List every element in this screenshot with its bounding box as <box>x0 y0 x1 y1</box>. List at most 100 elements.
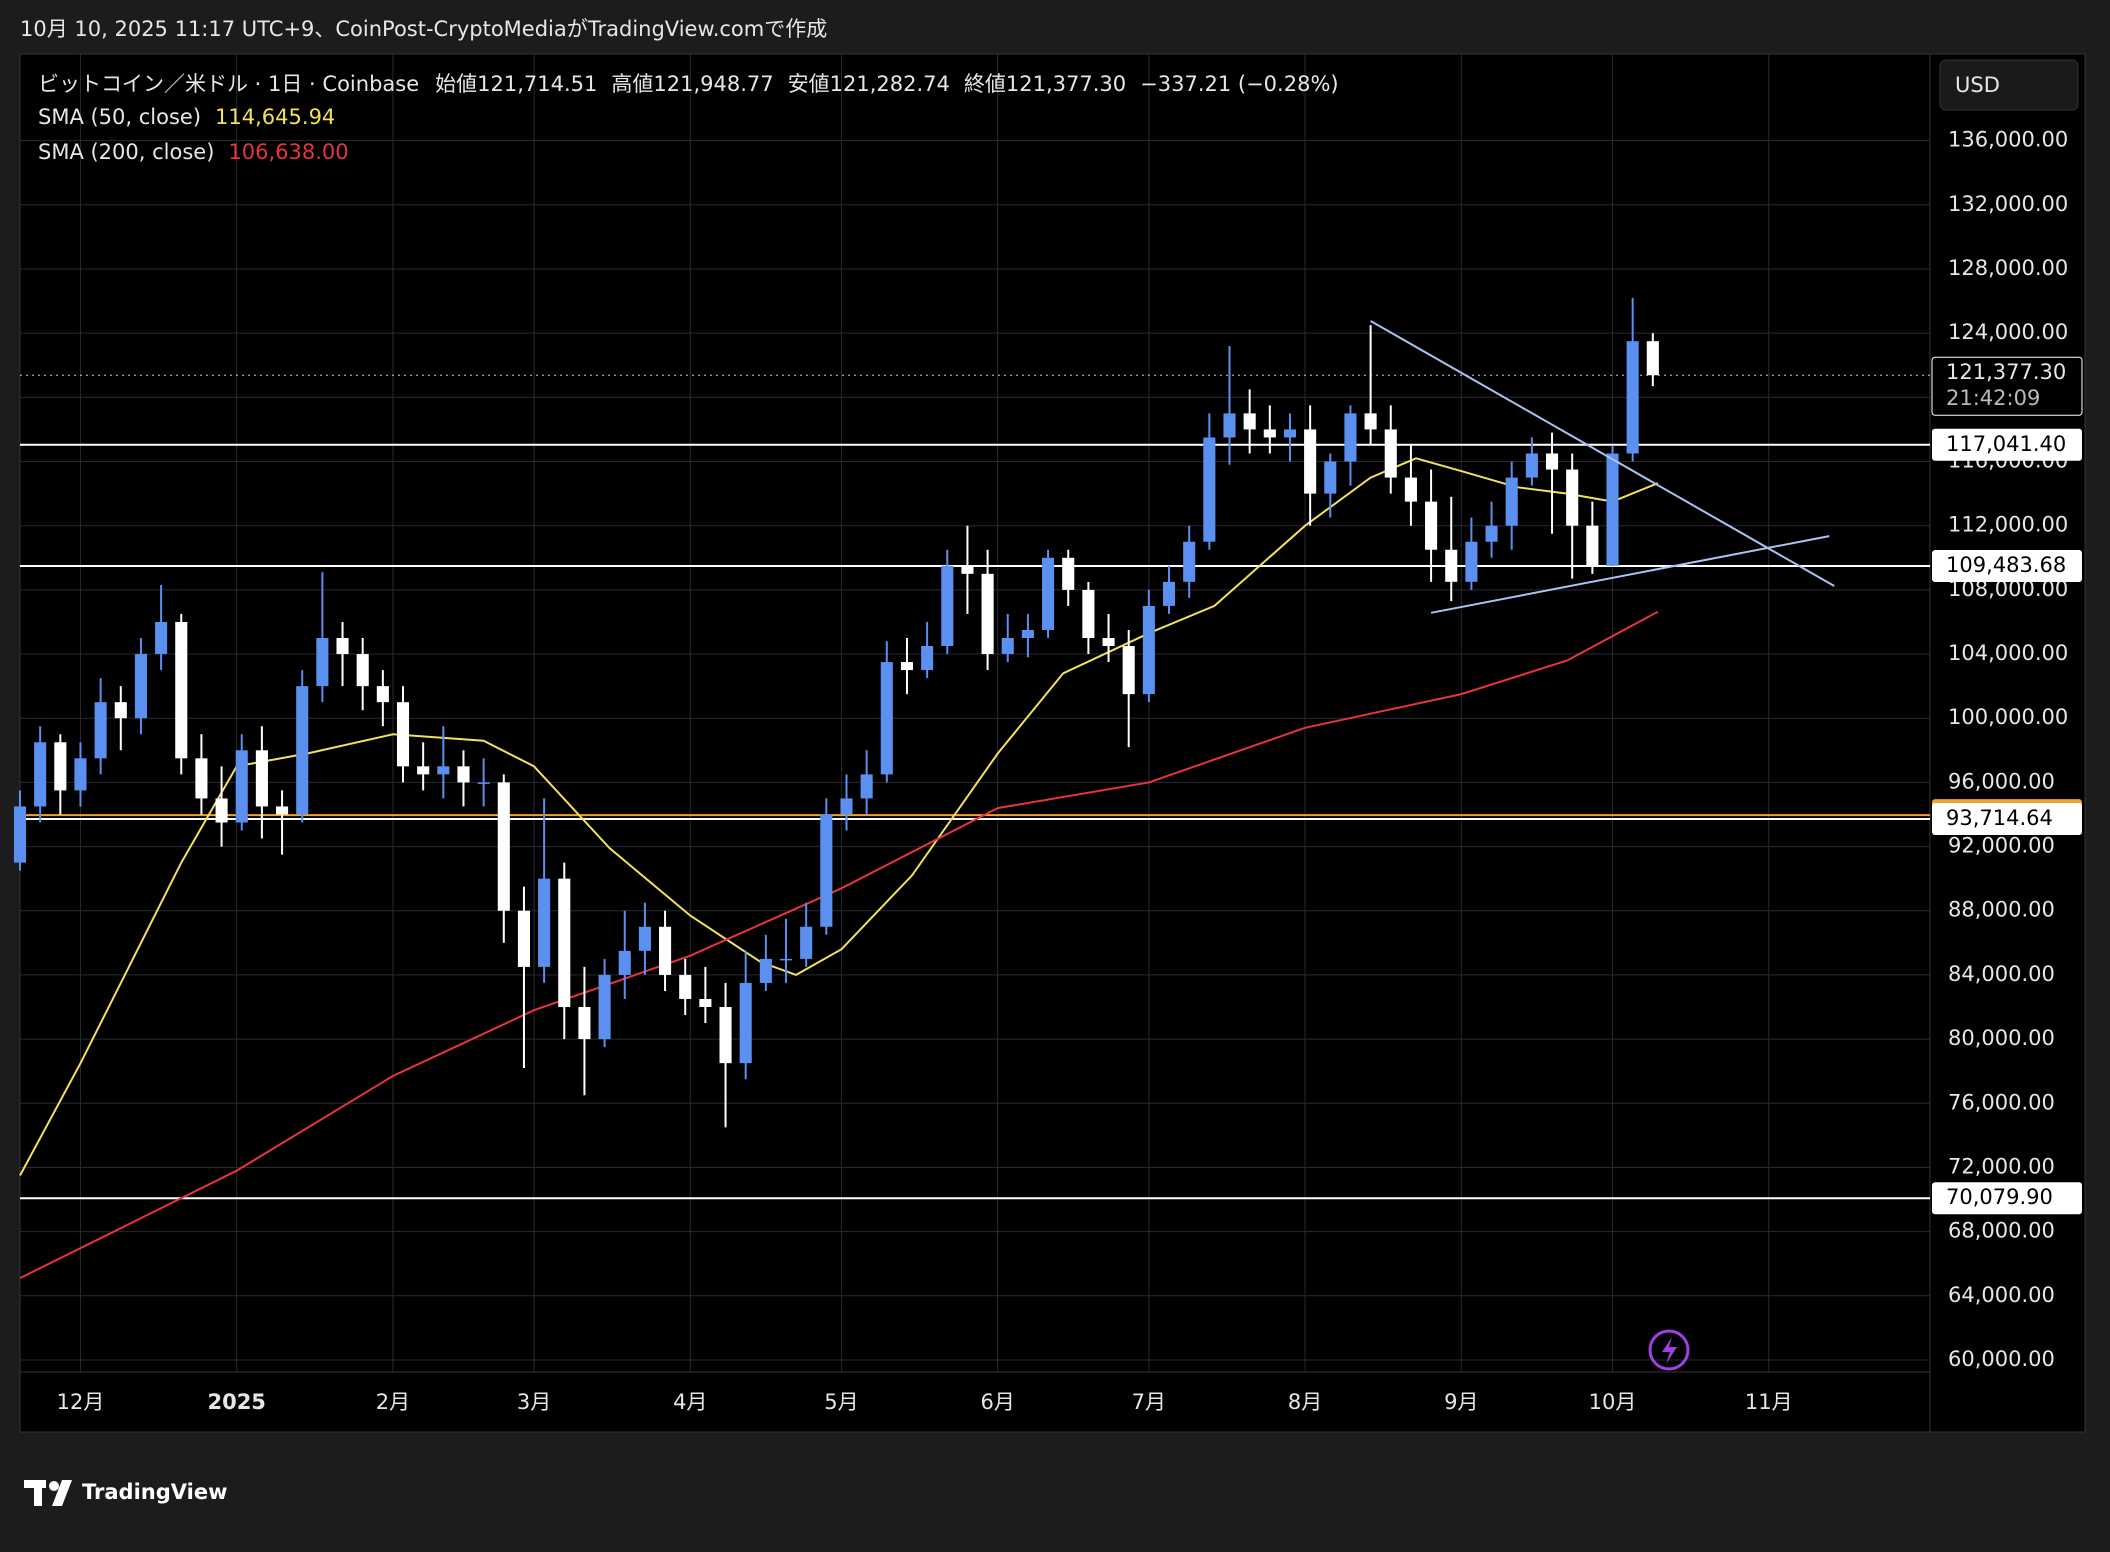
candle-body <box>941 565 954 647</box>
bolt <box>1662 1337 1677 1364</box>
x-tick-label: 7月 <box>1132 1390 1166 1414</box>
candle-body <box>578 1007 591 1040</box>
caption: 10月 10, 2025 11:17 UTC+9、CoinPost-Crypto… <box>20 17 827 41</box>
candle-body <box>1525 453 1538 478</box>
y-tick-label: 128,000.00 <box>1948 256 2068 280</box>
price-label-box <box>1932 550 2082 583</box>
candle-body <box>1626 341 1639 454</box>
candle-body <box>376 686 389 703</box>
candle-body <box>336 637 349 655</box>
candle-body <box>477 782 490 784</box>
candle-body <box>1485 525 1498 542</box>
candle-body <box>417 766 430 775</box>
candle-body <box>1344 413 1357 462</box>
candle-body <box>1505 477 1518 526</box>
candle-body <box>155 621 168 655</box>
candle-body <box>13 806 27 863</box>
candle-body <box>396 702 410 767</box>
price-label: 109,483.68 <box>1946 553 2066 577</box>
x-tick-label: 9月 <box>1444 1390 1478 1414</box>
candle-body <box>1425 501 1438 550</box>
candle-body <box>134 654 147 719</box>
y-tick-label: 72,000.00 <box>1948 1154 2055 1178</box>
candle-body <box>981 573 994 655</box>
candle-body <box>356 654 369 687</box>
y-tick-label: 100,000.00 <box>1948 705 2068 729</box>
candle-body <box>34 742 47 807</box>
candle-body <box>618 950 631 975</box>
candle-body <box>74 758 87 791</box>
candle-body <box>1606 453 1619 566</box>
candle-body <box>1566 469 1579 526</box>
legend-name: SMA (200, close) <box>38 140 214 164</box>
candle-body <box>316 637 329 687</box>
legend-value: 106,638.00 <box>228 140 348 164</box>
x-tick-label: 4月 <box>673 1390 707 1414</box>
price-label-box <box>1932 803 2082 836</box>
last-price-box <box>1931 356 2083 416</box>
y-tick-label: 104,000.00 <box>1948 641 2068 665</box>
ohlc-value: 始値121,714.51 <box>435 72 597 96</box>
candle-body <box>1142 605 1155 695</box>
candle-body <box>699 998 712 1008</box>
last-price-label: 121,377.30 <box>1946 360 2066 384</box>
x-tick-label: 12月 <box>57 1390 105 1414</box>
y-tick-label: 60,000.00 <box>1948 1347 2055 1371</box>
candle-body <box>759 958 772 983</box>
replay-icon[interactable] <box>1648 1329 1690 1371</box>
y-tick-label: 64,000.00 <box>1948 1283 2055 1307</box>
candle-body <box>1082 589 1095 638</box>
candle-body <box>1001 637 1014 655</box>
y-tick-label: 124,000.00 <box>1948 320 2068 344</box>
candle-body <box>1304 429 1317 494</box>
candle-body <box>1122 646 1135 695</box>
logo-mark <box>24 1480 72 1506</box>
candle-body <box>779 958 793 961</box>
y-tick-label: 96,000.00 <box>1948 769 2055 793</box>
candle-body <box>114 702 127 719</box>
price-label-box <box>1932 1182 2082 1215</box>
candle-body <box>235 750 248 823</box>
legend-name: SMA (50, close) <box>38 105 201 129</box>
candle-body <box>880 662 893 775</box>
candle-body <box>1062 557 1075 590</box>
price-label: 93,714.64 <box>1946 806 2053 830</box>
candle-body <box>276 806 289 815</box>
candle-body <box>840 798 853 815</box>
candle-body <box>739 982 752 1064</box>
candle-body <box>457 766 470 783</box>
x-tick-label: 8月 <box>1288 1390 1322 1414</box>
y-tick-label: 68,000.00 <box>1948 1219 2055 1243</box>
candle-body <box>921 646 934 671</box>
candle-body <box>1646 341 1659 376</box>
candle-body <box>1183 541 1196 582</box>
candle-body <box>679 974 692 999</box>
x-tick-label: 5月 <box>824 1390 858 1414</box>
logo: TradingView <box>82 1480 227 1504</box>
price-label-box <box>1932 428 2082 461</box>
candle-body <box>1042 557 1055 630</box>
ohlc-value: 高値121,948.77 <box>611 72 773 96</box>
currency-button[interactable] <box>1939 59 2079 111</box>
candle-body <box>517 910 531 967</box>
trendline <box>1370 320 1835 587</box>
candle-body <box>497 782 510 911</box>
candle-body <box>1162 581 1176 606</box>
candle-body <box>1243 413 1256 430</box>
candle-body <box>1384 429 1397 478</box>
candle-body <box>195 758 208 799</box>
currency[interactable]: USD <box>1955 73 2000 97</box>
y-tick-label: 136,000.00 <box>1948 128 2068 152</box>
candle-body <box>1404 477 1417 502</box>
chart-frame <box>19 53 2086 1433</box>
candle-body <box>1021 629 1034 638</box>
y-tick-label: 132,000.00 <box>1948 192 2068 216</box>
candle-body <box>598 974 611 1040</box>
candle-body <box>296 686 309 815</box>
legend-value: 114,645.94 <box>215 105 335 129</box>
candle-body <box>820 814 833 927</box>
candle-body <box>1102 637 1115 647</box>
ohlc-value: 終値121,377.30 <box>964 72 1126 96</box>
candle-body <box>175 621 188 759</box>
y-tick-label: 88,000.00 <box>1948 898 2055 922</box>
